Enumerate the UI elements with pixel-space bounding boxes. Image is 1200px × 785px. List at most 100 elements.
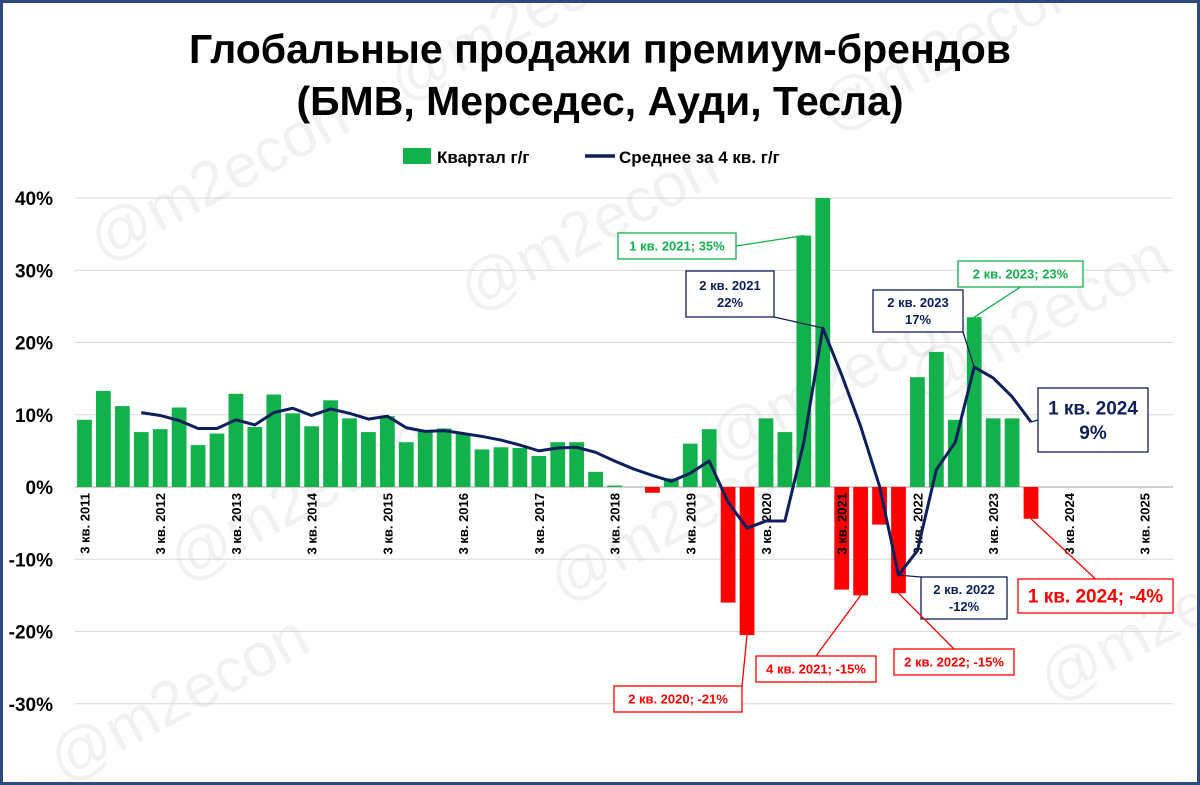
y-tick-label: -30%	[9, 695, 53, 716]
bar	[645, 487, 660, 493]
x-tick-label: 3 кв. 2024	[1062, 492, 1077, 554]
y-tick-label: 20%	[15, 334, 53, 355]
avg-line	[141, 326, 1033, 577]
bar	[701, 429, 717, 487]
bar	[985, 418, 1001, 487]
callout-box	[613, 685, 743, 713]
legend-label-quarter: Квартал г/г	[437, 148, 529, 167]
bar	[171, 407, 187, 487]
callout-leader	[735, 234, 804, 247]
callout-box	[685, 270, 775, 318]
y-tick-label: 30%	[15, 261, 53, 282]
x-tick-label: 3 кв. 2018	[608, 493, 623, 554]
bar	[910, 377, 925, 487]
watermark-text: @m2econ	[807, 3, 1090, 145]
callout-leader	[1030, 518, 1096, 580]
bar	[720, 487, 736, 603]
callout-label: 1 кв. 2024	[1048, 398, 1138, 419]
x-tick-label: 3 кв. 2011	[77, 493, 92, 554]
y-tick-label: 0%	[26, 478, 54, 499]
bar	[607, 485, 622, 487]
bar	[455, 433, 471, 487]
bar	[796, 235, 812, 487]
bar	[947, 419, 963, 487]
bar	[398, 442, 414, 487]
callout-leader	[973, 286, 1021, 318]
bar	[304, 426, 320, 487]
bar	[569, 442, 585, 487]
callout-box	[920, 576, 1008, 620]
bar	[1023, 487, 1039, 519]
bar	[361, 432, 376, 487]
legend: Квартал г/г Среднее за 4 кв. г/г	[403, 148, 780, 167]
callout-box	[872, 289, 964, 333]
callout-label: 22%	[717, 295, 743, 310]
bar	[853, 487, 869, 596]
bar	[77, 419, 92, 487]
bar	[114, 406, 130, 487]
x-tick-label: 3 кв. 2016	[456, 493, 471, 554]
callout-leader	[741, 635, 748, 687]
bar	[285, 413, 301, 487]
callout-label: 2 кв. 2023	[887, 295, 948, 310]
bar	[531, 455, 547, 487]
x-tick-label: 3 кв. 2014	[305, 492, 320, 554]
bar	[834, 487, 850, 590]
callout-box	[1017, 578, 1174, 614]
x-tick-label: 3 кв. 2021	[835, 493, 850, 554]
bar	[209, 433, 225, 487]
callout-box	[755, 655, 877, 683]
annotations: 1 кв. 2021; 35% 2 кв. 2021 22% 2 кв. 2023; …	[613, 232, 1174, 713]
x-tick-label: 3 кв. 2015	[380, 493, 395, 554]
bar	[928, 351, 944, 487]
bar	[493, 447, 509, 487]
chart-title-line1: Глобальные продажи премиум-брендов	[189, 26, 1011, 72]
callout-label: 1 кв. 2021; 35%	[629, 239, 725, 254]
callout-label: 2 кв. 2021	[699, 278, 760, 293]
bar	[417, 431, 433, 487]
callout-box	[617, 232, 737, 260]
x-axis-ticks: 3 кв. 2011 3 кв. 2012 3 кв. 2013 3 кв. 2014…	[77, 492, 1152, 554]
x-tick-label: 3 кв. 2013	[229, 493, 244, 554]
bar	[247, 427, 263, 487]
bar	[872, 487, 887, 525]
callout-leader	[1030, 419, 1039, 423]
bar	[682, 443, 698, 487]
callout-leader	[898, 574, 922, 578]
callout-label: 2 кв. 2022; -15%	[904, 655, 1004, 670]
legend-swatch-bar	[403, 148, 431, 164]
callout-label: -12%	[949, 599, 980, 614]
bar	[190, 445, 206, 487]
bar	[379, 416, 395, 487]
bars	[77, 198, 1039, 636]
bar	[152, 429, 168, 487]
callout-label: 2 кв. 2023; 23%	[973, 267, 1069, 282]
watermark-text: @m2econ	[1027, 521, 1197, 715]
bar	[266, 394, 282, 487]
callout-box	[893, 648, 1015, 676]
callout-box	[1037, 387, 1149, 453]
bar	[342, 418, 357, 487]
bar	[891, 487, 906, 594]
bar	[133, 432, 149, 487]
x-tick-label: 3 кв. 2020	[759, 493, 774, 554]
callout-label: 4 кв. 2021; -15%	[766, 662, 866, 677]
x-tick-label: 3 кв. 2019	[683, 493, 698, 554]
callout-label: 1 кв. 2024; -4%	[1028, 587, 1163, 608]
legend-label-avg: Среднее за 4 кв. г/г	[619, 148, 780, 167]
bar	[323, 400, 338, 487]
x-tick-label: 3 кв. 2023	[986, 493, 1001, 554]
bar	[758, 418, 774, 487]
avg-line-path	[141, 326, 1033, 577]
y-tick-label: -10%	[9, 550, 53, 571]
chart: @m2econ @m2econ@m2econ@m2econ @m2econ@m2ec…	[9, 3, 1197, 782]
bar	[739, 487, 755, 636]
y-tick-label: -20%	[9, 623, 53, 644]
y-tick-label: 10%	[15, 406, 53, 427]
bar	[777, 432, 793, 487]
watermark-text: @m2econ	[37, 601, 320, 782]
bar	[228, 393, 244, 487]
callout-label: 2 кв. 2020; -21%	[628, 692, 728, 707]
y-tick-label: 40%	[15, 189, 53, 210]
